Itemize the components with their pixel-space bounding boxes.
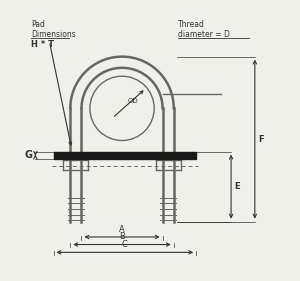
Text: C: C — [122, 240, 128, 249]
Text: Pad: Pad — [31, 20, 45, 29]
Text: H * T: H * T — [31, 40, 54, 49]
Text: G: G — [25, 150, 33, 160]
Text: A: A — [119, 225, 125, 234]
Text: F: F — [258, 135, 264, 144]
Text: Dimensions: Dimensions — [31, 30, 76, 39]
Text: E: E — [234, 182, 239, 191]
Text: Thread: Thread — [178, 20, 205, 29]
Text: OD: OD — [128, 98, 138, 104]
Text: B: B — [119, 232, 125, 241]
Text: diameter = D: diameter = D — [178, 30, 230, 39]
Bar — [53, 152, 196, 159]
